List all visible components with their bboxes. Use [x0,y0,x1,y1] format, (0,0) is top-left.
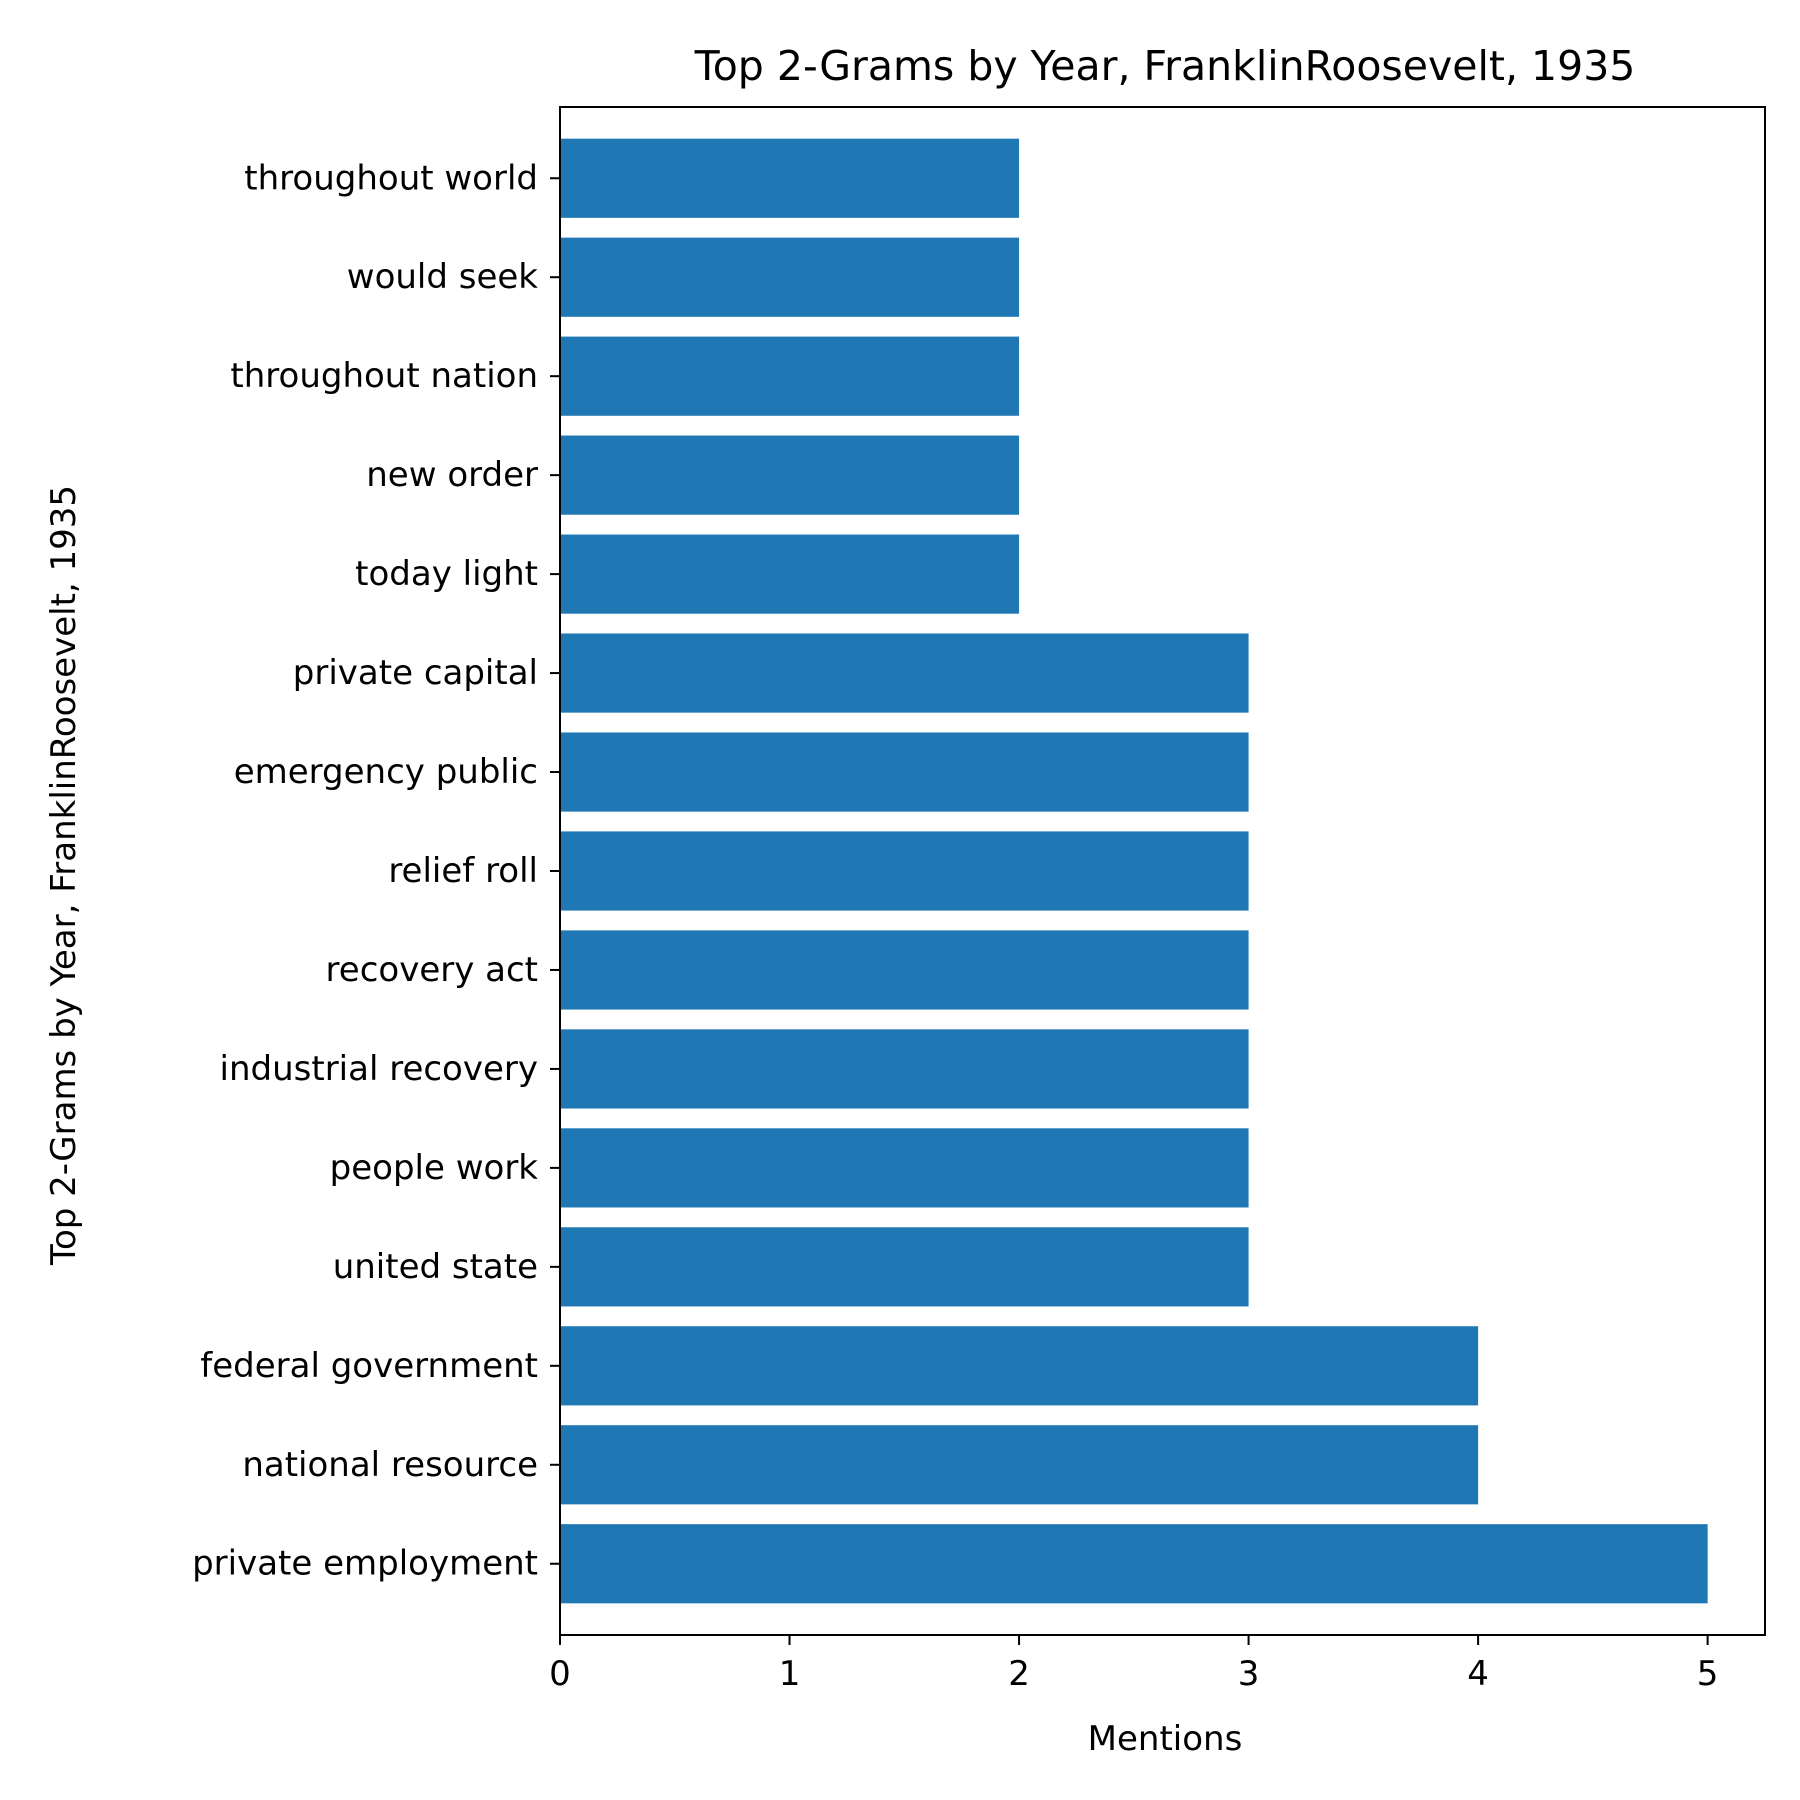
bar [560,732,1249,812]
chart-title: Top 2-Grams by Year, FranklinRoosevelt, … [694,42,1636,90]
y-tick-label: people work [330,1148,539,1188]
x-axis-label: Mentions [1088,1719,1243,1759]
y-tick-label: private capital [293,653,538,693]
bar [560,1524,1708,1604]
bar [560,1326,1479,1406]
y-axis-label: Top 2-Grams by Year, FranklinRoosevelt, … [44,485,84,1266]
y-tick-label: would seek [347,257,539,297]
bar [560,237,1020,317]
x-tick-label: 5 [1697,1654,1719,1694]
bar [560,831,1249,911]
bar [560,1029,1249,1109]
y-tick-label: relief roll [388,851,538,891]
bar [560,435,1020,515]
plot-area [560,138,1708,1604]
bar [560,1128,1249,1208]
x-tick-label: 4 [1467,1654,1489,1694]
x-tick-label: 2 [1008,1654,1030,1694]
bar [560,336,1020,416]
bar [560,534,1020,614]
y-tick-label: emergency public [234,752,538,792]
bar [560,1227,1249,1307]
y-tick-label: national resource [242,1445,538,1485]
bar [560,930,1249,1010]
y-tick-label: industrial recovery [220,1049,538,1089]
bar [560,633,1249,713]
x-tick-label: 1 [779,1654,801,1694]
x-tick-label: 0 [549,1654,571,1694]
y-tick-label: throughout world [244,158,538,198]
y-tick-label: new order [366,455,538,495]
y-tick-label: federal government [200,1346,538,1386]
x-tick-label: 3 [1238,1654,1260,1694]
y-tick-label: throughout nation [230,356,538,396]
y-tick-label: private employment [192,1544,538,1584]
y-tick-label: recovery act [326,950,538,990]
bar [560,138,1020,218]
y-tick-label: today light [355,554,538,594]
bar [560,1425,1479,1505]
y-tick-label: united state [333,1247,538,1287]
